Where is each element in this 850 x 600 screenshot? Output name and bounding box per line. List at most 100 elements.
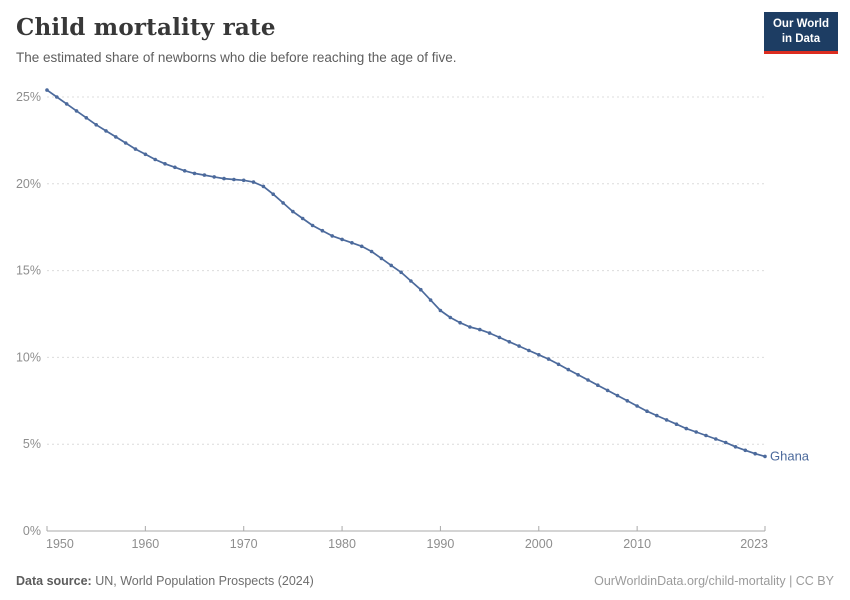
data-point (409, 279, 413, 283)
data-point (576, 373, 580, 377)
data-point (763, 454, 767, 459)
data-point (428, 298, 433, 302)
x-tick-label: 2010 (623, 537, 651, 551)
data-point (527, 348, 531, 353)
data-point (556, 362, 561, 367)
y-tick-label: 15% (16, 264, 41, 278)
data-point (173, 165, 177, 170)
data-point (379, 256, 384, 261)
y-tick-label: 0% (23, 524, 41, 538)
data-point (320, 228, 325, 233)
data-point (359, 244, 364, 249)
data-point (438, 308, 443, 313)
data-point (615, 393, 620, 398)
data-point (281, 201, 285, 205)
y-tick-label: 25% (16, 90, 41, 104)
data-point (330, 234, 335, 238)
series-label-ghana: Ghana (770, 448, 810, 463)
data-point (222, 176, 226, 181)
attribution: OurWorldinData.org/child-mortality | CC … (594, 574, 834, 588)
data-point (546, 357, 551, 361)
data-point (674, 422, 679, 427)
data-point (586, 378, 590, 382)
data-point (84, 116, 89, 120)
data-point (369, 249, 374, 254)
data-point (261, 184, 266, 189)
data-point (596, 383, 600, 388)
y-tick-label: 5% (23, 437, 41, 451)
data-point (212, 175, 216, 179)
data-point (300, 216, 305, 221)
data-point (74, 109, 79, 113)
x-tick-label: 1970 (230, 537, 258, 551)
data-point (192, 171, 197, 176)
data-point (635, 404, 639, 408)
data-point (478, 327, 482, 332)
data-point (458, 320, 462, 325)
data-source-value: UN, World Population Prospects (2024) (95, 574, 314, 588)
data-point (743, 448, 748, 453)
data-point (497, 335, 502, 340)
data-point (694, 430, 698, 434)
data-point (507, 340, 512, 344)
data-point (202, 173, 207, 177)
chart-footer: Data source: UN, World Population Prospe… (16, 574, 834, 588)
chart-header: Child mortality rate The estimated share… (16, 14, 750, 65)
data-source-label: Data source: (16, 574, 92, 588)
owid-logo-line1: Our World (772, 18, 829, 30)
data-point (310, 223, 315, 228)
data-point (182, 169, 187, 173)
data-point (645, 409, 649, 414)
data-point (241, 178, 246, 183)
page-title: Child mortality rate (16, 14, 276, 41)
data-point (448, 315, 453, 320)
data-point (55, 95, 59, 99)
data-point (104, 129, 108, 133)
data-point (350, 241, 354, 245)
data-point (753, 451, 757, 456)
data-point (64, 102, 69, 106)
data-point (153, 157, 157, 162)
owid-logo: Our World in Data (763, 12, 838, 54)
data-point (723, 440, 728, 445)
data-point (566, 367, 571, 372)
data-point (684, 426, 689, 431)
data-point (45, 88, 49, 92)
data-point (389, 263, 394, 268)
chart-subtitle: The estimated share of newborns who die … (16, 50, 457, 65)
data-point (143, 152, 148, 157)
data-point (114, 135, 118, 139)
data-point (340, 237, 344, 242)
data-point (399, 270, 403, 275)
data-point (605, 388, 610, 393)
y-tick-label: 20% (16, 177, 41, 191)
data-point (251, 180, 256, 184)
data-point (291, 209, 295, 214)
data-point (487, 331, 492, 335)
x-tick-label: 1980 (328, 537, 356, 551)
data-point (163, 162, 167, 166)
data-point (94, 123, 98, 127)
data-point (123, 141, 128, 145)
data-point (419, 287, 423, 292)
data-point (517, 344, 521, 348)
data-point (625, 399, 630, 403)
data-point (468, 325, 472, 329)
data-point (733, 445, 738, 449)
x-tick-label: 1960 (131, 537, 159, 551)
data-point (655, 413, 659, 418)
data-point (133, 147, 138, 151)
data-point (537, 353, 541, 357)
x-tick-label: 2000 (525, 537, 553, 551)
data-point (271, 192, 276, 196)
data-source: Data source: UN, World Population Prospe… (16, 574, 314, 588)
x-tick-label: 2023 (740, 537, 768, 551)
x-tick-label: 1990 (427, 537, 455, 551)
data-point (714, 437, 718, 441)
x-tick-label: 1950 (46, 537, 74, 551)
data-point (704, 433, 708, 438)
data-point (232, 177, 236, 182)
owid-logo-line2: in Data (781, 32, 821, 45)
